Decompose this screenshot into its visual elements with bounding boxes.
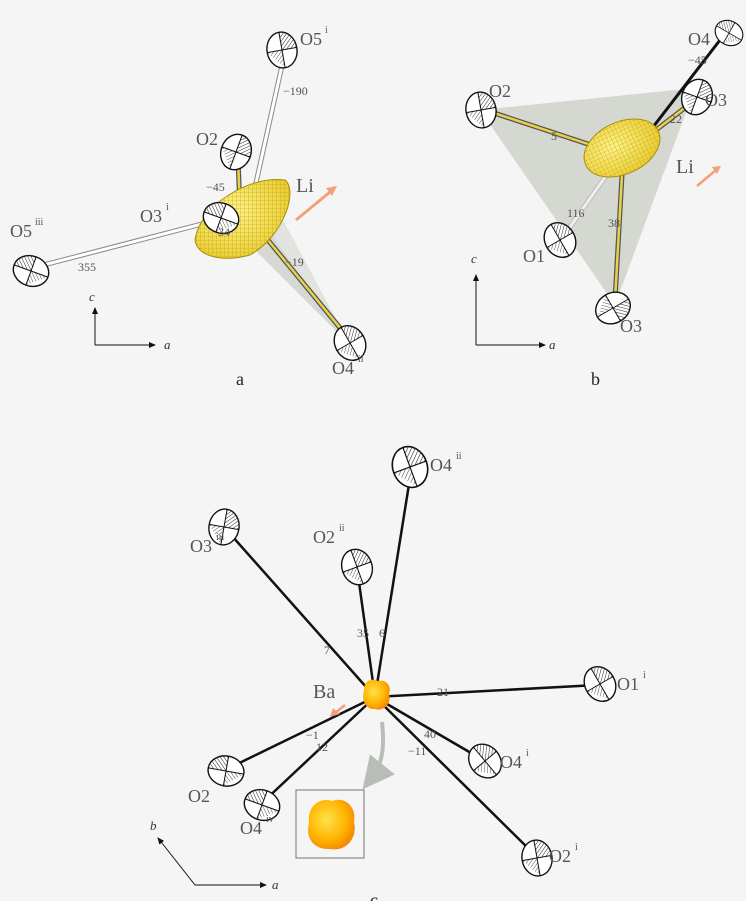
axis-label-a-b: a <box>549 337 556 352</box>
label-o5iii: O5 <box>10 221 32 241</box>
value-o3top-b: 22 <box>670 112 682 126</box>
label-o4-b: O4 <box>688 29 710 49</box>
value-o4ii: −19 <box>285 255 304 269</box>
axis-label-a: a <box>164 337 171 352</box>
label-o3i-sup: i <box>166 202 169 213</box>
atom-o2ii-c <box>336 544 378 590</box>
label-o4ii: O4 <box>332 358 354 378</box>
label-o3top-b: O3 <box>705 90 727 110</box>
li-displacement-arrow-b <box>696 166 721 187</box>
bond-o4ii-c <box>373 477 412 698</box>
value-o2ii-c: 35 <box>357 626 369 640</box>
axis-label-b-c: b <box>150 818 157 833</box>
label-o2ii-c-sup: ii <box>339 523 345 534</box>
caption-a: a <box>236 369 244 389</box>
ba-inset <box>295 789 365 859</box>
label-o2ii-c: O2 <box>313 527 335 547</box>
bond-o1i-c <box>374 683 598 699</box>
label-o2i-c: O2 <box>549 846 571 866</box>
atom-o4ii-c <box>385 440 435 494</box>
zoom-arrow <box>362 721 395 790</box>
label-o2: O2 <box>196 129 218 149</box>
axes-b: c a <box>471 251 556 352</box>
atom-o5i <box>263 28 301 72</box>
bond-o2-c <box>224 695 376 772</box>
atom-o2-c <box>204 752 248 790</box>
axis-label-c-b: c <box>471 251 477 266</box>
value-o3iii-c: 7 <box>324 643 330 657</box>
value-o5iii: 355 <box>78 260 96 274</box>
label-o2-b: O2 <box>489 81 511 101</box>
atom-o2 <box>215 129 257 175</box>
ion-label-li: Li <box>296 175 314 197</box>
bond-o5iii <box>31 215 226 271</box>
panel-c: O4 ii O3 iii O2 ii O1 i O4 i O2 i O2 O4 … <box>150 440 646 901</box>
label-o3iii-c: O3 <box>190 536 212 556</box>
bond-o2ii-c <box>355 567 377 698</box>
bond-o1 <box>560 168 613 239</box>
value-o5i: −190 <box>283 84 308 98</box>
ion-label-ba: Ba <box>313 681 335 703</box>
label-o4iv-c-sup: iv <box>266 814 274 825</box>
li-surface-b <box>583 118 661 178</box>
value-o2: −45 <box>206 180 225 194</box>
label-o1-b: O1 <box>523 246 545 266</box>
label-o4i-c-sup: i <box>526 748 529 759</box>
ba-displacement-arrow <box>330 704 346 717</box>
label-o5i-sup: i <box>325 25 328 36</box>
li-displacement-arrow <box>295 186 337 222</box>
label-o4i-c: O4 <box>500 752 522 772</box>
value-o2-b: 5 <box>551 129 557 143</box>
panel-b: O4 O3 O2 O1 O3 −45 22 5 116 38 Li c a b <box>462 14 746 389</box>
value-o3i: 34 <box>218 225 230 239</box>
bond-o4i-c <box>374 695 484 762</box>
atom-o1i-c <box>577 660 623 708</box>
bond-o2b <box>484 107 601 151</box>
label-o2-c: O2 <box>188 786 210 806</box>
label-o4ii-sup: ii <box>358 354 364 365</box>
panel-c-bonds <box>223 477 598 856</box>
value-o2i-c: −11 <box>408 744 426 758</box>
label-o4ii-c: O4 <box>430 455 452 475</box>
label-o4iv-c: O4 <box>240 818 262 838</box>
atom-o5iii <box>8 250 54 292</box>
value-o4i-c: 40 <box>424 727 436 741</box>
li-surface <box>194 178 291 259</box>
value-o4iv-c: 12 <box>316 740 328 754</box>
label-o3iii-c-sup: iii <box>216 532 225 543</box>
label-o1i-c-sup: i <box>643 670 646 681</box>
bond-o4iv-c <box>261 696 376 804</box>
ion-label-li-b: Li <box>676 156 694 178</box>
value-o3bot-b: 38 <box>608 216 620 230</box>
label-o4ii-c-sup: ii <box>456 451 462 462</box>
bond-o4ii <box>256 226 352 342</box>
value-o4-b: −45 <box>688 53 707 67</box>
ba-atom <box>363 679 390 710</box>
label-o2i-c-sup: i <box>575 842 578 853</box>
value-o2-c: −1 <box>306 728 319 742</box>
axis-label-a-c: a <box>272 877 279 892</box>
axes-a: c a <box>89 289 171 352</box>
label-o5i: O5 <box>300 29 322 49</box>
value-o1-b: 116 <box>567 206 585 220</box>
label-o3i: O3 <box>140 206 162 226</box>
bond-o3bot <box>612 174 625 301</box>
axes-c: b a <box>150 818 279 892</box>
bond-o2i-c <box>374 696 536 856</box>
label-o5iii-sup: iii <box>35 217 44 228</box>
bond-o3iii-c <box>223 526 376 698</box>
value-o1i-c: 21 <box>437 685 449 699</box>
caption-b: b <box>591 369 600 389</box>
caption-c: c <box>370 890 378 901</box>
panel-a: O5 i O2 O3 i O5 iii O4 ii −190 −45 34 35… <box>8 25 373 389</box>
label-o1i-c: O1 <box>617 674 639 694</box>
label-o3bot-b: O3 <box>620 316 642 336</box>
axis-label-c: c <box>89 289 95 304</box>
value-o4ii-c: 6 <box>379 626 385 640</box>
